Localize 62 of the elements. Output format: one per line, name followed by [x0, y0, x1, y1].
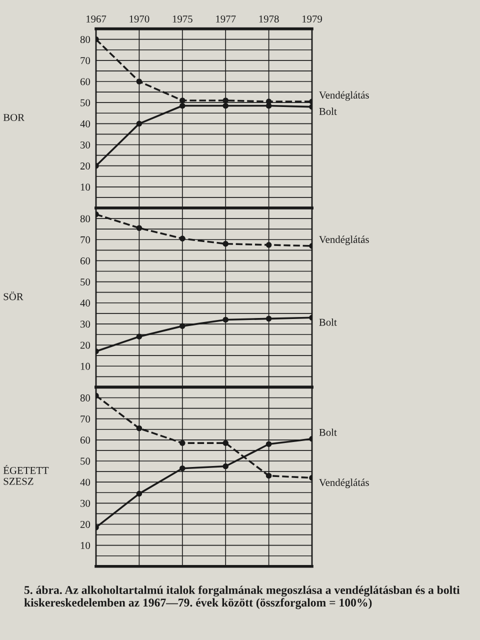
x-tick-label: 1978: [259, 15, 279, 23]
y-tick-label: 30: [80, 320, 90, 328]
point: [266, 316, 272, 322]
x-tick-label: 1977: [216, 16, 236, 23]
point: [136, 425, 142, 432]
point: [136, 225, 142, 231]
y-tick-label: 70: [80, 236, 90, 244]
y-tick-label: 20: [80, 342, 90, 349]
point: [266, 242, 272, 248]
y-tick-label: 80: [80, 394, 90, 402]
point: [179, 98, 186, 104]
point: [222, 98, 229, 104]
y-tick-label: 10: [80, 542, 90, 550]
x-tick-label: 1970: [130, 15, 150, 23]
y-tick-label: 80: [80, 215, 90, 222]
series-label: Vendéglátás: [319, 478, 369, 488]
y-tick-label: 40: [80, 478, 90, 486]
y-tick-label: 30: [80, 141, 90, 148]
y-tick-label: 20: [80, 162, 90, 170]
y-tick-label: 30: [80, 500, 90, 507]
point: [266, 441, 272, 448]
point: [136, 120, 142, 127]
y-axis-title: ÉGETETT SZESZ: [3, 464, 49, 485]
x-tick-label: 1975: [172, 16, 192, 23]
point: [179, 440, 186, 446]
point: [266, 472, 272, 479]
series-label: Bolt: [319, 318, 337, 326]
y-tick-label: 20: [80, 520, 90, 528]
point: [179, 323, 186, 329]
y-tick-label: 50: [80, 99, 90, 106]
y-tick-label: 60: [80, 257, 90, 264]
series-label: Bolt: [319, 428, 337, 436]
y-tick-label: 50: [80, 458, 90, 465]
y-tick-label: 10: [80, 362, 90, 370]
y-tick-label: 70: [80, 57, 90, 64]
series-label: Bolt: [319, 108, 337, 115]
y-tick-label: 60: [80, 436, 90, 444]
y-tick-label: 40: [80, 120, 90, 128]
point: [136, 78, 142, 84]
series-label: Vendéglátás: [319, 236, 369, 246]
point: [136, 334, 142, 340]
point: [179, 236, 186, 242]
y-tick-label: 50: [80, 278, 90, 286]
point: [179, 102, 186, 109]
y-axis-title: SÖR: [4, 292, 24, 300]
y-tick-label: 10: [80, 184, 90, 191]
point: [136, 490, 142, 497]
y-tick-label: 80: [80, 36, 90, 44]
point: [222, 102, 229, 109]
y-tick-label: 70: [80, 416, 90, 423]
x-tick-label: 1967: [86, 16, 106, 23]
y-axis-title: BOR: [3, 114, 25, 122]
x-tick-label: 1979: [302, 16, 322, 23]
series-label: Vendéglátás: [319, 91, 369, 101]
point: [222, 440, 229, 446]
point: [179, 465, 186, 472]
point: [222, 240, 229, 247]
point: [222, 463, 229, 470]
y-tick-label: 40: [80, 300, 90, 307]
y-tick-label: 60: [80, 78, 90, 86]
point: [222, 316, 229, 323]
text: 5. ábra. Az alkoholtartalmú italok forgalmának megoszlása a vendéglátásban és a bolti kiskereskedelemben az 1967—79. évek között (összforgalom = 100%): [24, 586, 460, 610]
